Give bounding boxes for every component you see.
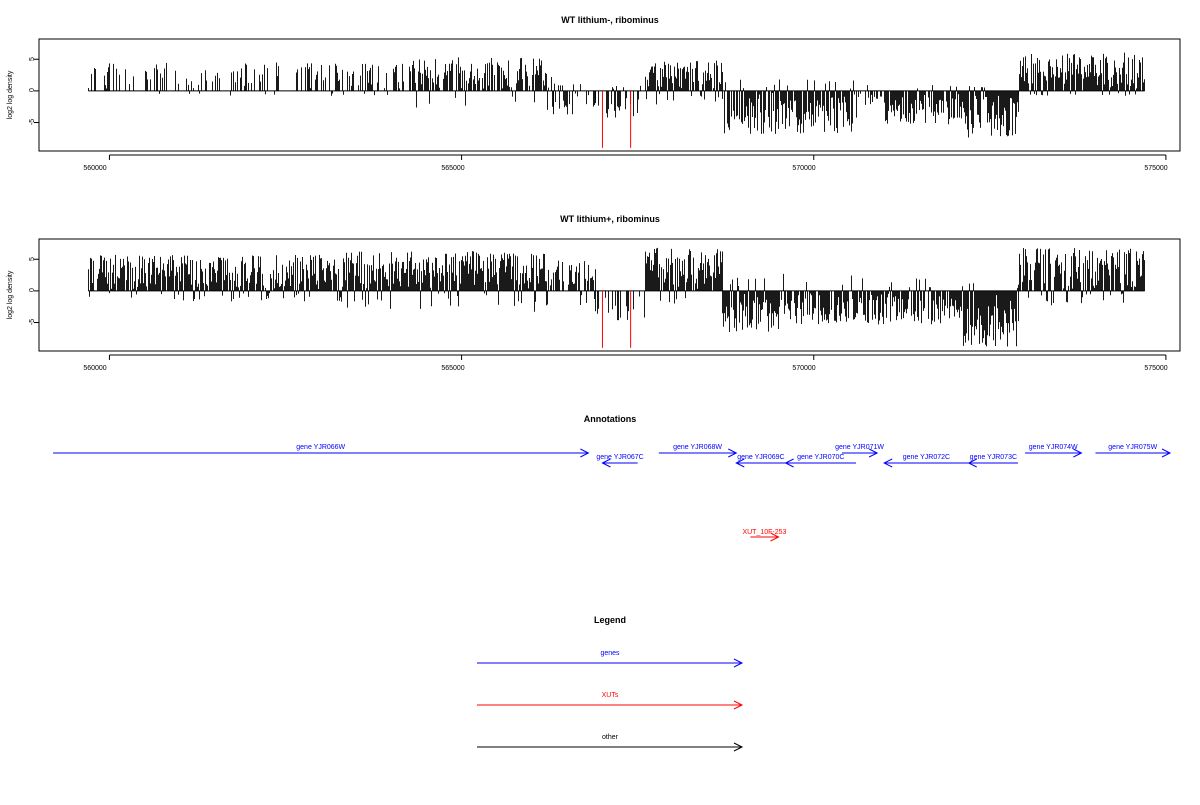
- gene-label: gene YJR074W: [1029, 444, 1078, 451]
- legend: Legend genes XUTs other: [477, 615, 744, 752]
- arrow-head: [728, 448, 738, 458]
- legend-entry: other: [477, 734, 744, 752]
- arrow-head: [601, 458, 611, 468]
- chart-title: WT lithium-, ribominus: [561, 15, 659, 25]
- gene-arrow: gene YJR075W: [1095, 444, 1172, 458]
- x-tick-label: 570000: [792, 365, 815, 372]
- annotations-title: Annotations: [584, 414, 637, 424]
- arrow-head: [733, 742, 744, 752]
- y-axis-label: log2 log density: [7, 70, 14, 119]
- gene-label: gene YJR072C: [903, 454, 950, 461]
- y-tick-label: 0: [29, 288, 36, 292]
- legend-label: XUTs: [602, 692, 619, 699]
- plot-frame: [38, 238, 1181, 352]
- arrow-head: [733, 658, 744, 668]
- axes: [34, 258, 1167, 360]
- legend-entry: XUTs: [477, 692, 744, 710]
- panel-wt-lithium-plus: WT lithium+, ribominus log2 log density …: [7, 214, 1181, 372]
- arrow-head: [967, 458, 977, 468]
- legend-entry: genes: [477, 650, 744, 668]
- y-tick-label: 0: [29, 88, 36, 92]
- y-tick-label: 5: [29, 57, 36, 61]
- gene-label: gene YJR068W: [673, 444, 722, 451]
- xut-arrow: XUT_10F-253: [742, 529, 787, 542]
- gene-label: gene YJR073C: [970, 454, 1017, 461]
- gene-label: gene YJR067C: [596, 454, 643, 461]
- gene-arrow: gene YJR068W: [658, 444, 738, 458]
- gene-arrow: gene YJR073C: [967, 454, 1019, 468]
- axes: [34, 58, 1167, 160]
- gene-arrow: gene YJR066W: [53, 444, 590, 458]
- arrow-head: [770, 532, 780, 542]
- y-tick-label: 5: [29, 257, 36, 261]
- legend-title: Legend: [594, 615, 626, 625]
- y-tick-label: -5: [29, 119, 36, 125]
- xut-label: XUT_10F-253: [742, 529, 786, 536]
- gene-label: gene YJR070C: [797, 454, 844, 461]
- signal-bars: [88, 247, 1145, 348]
- gene-arrow: gene YJR072C: [883, 454, 969, 468]
- x-tick-label: 570000: [792, 165, 815, 172]
- arrow-head: [784, 458, 794, 468]
- arrow-head: [1073, 448, 1083, 458]
- gene-arrow: gene YJR071W: [835, 444, 884, 458]
- gene-arrow: gene YJR070C: [784, 454, 857, 468]
- gene-label: gene YJR075W: [1108, 444, 1157, 451]
- gene-arrow: gene YJR069C: [735, 454, 786, 468]
- arrow-head: [735, 458, 745, 468]
- arrow-head: [580, 448, 590, 458]
- legend-label: genes: [600, 650, 620, 657]
- signal-bars: [88, 52, 1145, 148]
- y-tick-label: -5: [29, 319, 36, 325]
- annotation-tracks: gene YJR066W gene YJR067C gene YJR068W gene…: [53, 444, 1172, 542]
- y-axis-label: log2 log density: [7, 270, 14, 319]
- chart-title: WT lithium+, ribominus: [560, 214, 660, 224]
- x-tick-label: 575000: [1144, 165, 1167, 172]
- arrow-head: [733, 700, 744, 710]
- arrow-head: [868, 448, 879, 458]
- x-tick-label: 560000: [83, 365, 106, 372]
- gene-label: gene YJR069C: [737, 454, 784, 461]
- legend-entries: genes XUTs other: [477, 650, 744, 752]
- plot-frame: [38, 38, 1181, 152]
- x-tick-label: 565000: [441, 165, 464, 172]
- gene-label: gene YJR066W: [296, 444, 345, 451]
- x-tick-label: 565000: [441, 365, 464, 372]
- x-tick-label: 575000: [1144, 365, 1167, 372]
- arrow-head: [883, 458, 893, 468]
- gene-label: gene YJR071W: [835, 444, 884, 451]
- x-tick-label: 560000: [83, 165, 106, 172]
- gene-arrow: gene YJR067C: [596, 454, 644, 468]
- gene-arrow: gene YJR074W: [1025, 444, 1083, 458]
- legend-label: other: [602, 734, 619, 741]
- panel-wt-lithium-minus: WT lithium-, ribominus log2 log density …: [7, 15, 1181, 172]
- arrow-head: [1161, 448, 1172, 458]
